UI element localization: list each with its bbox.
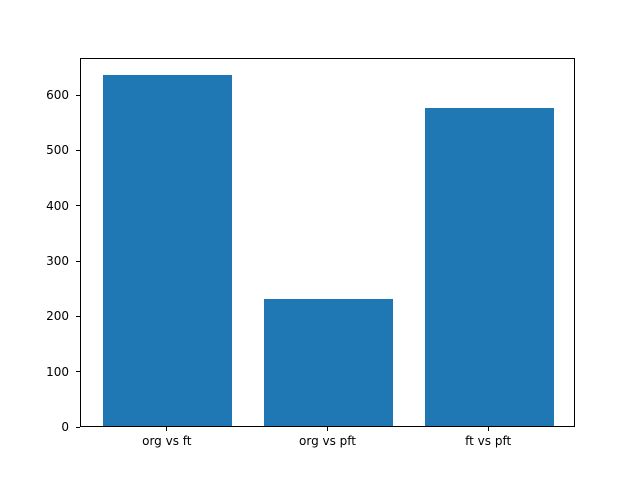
x-tick-label-org-vs-pft: org vs pft [299, 434, 356, 448]
plot-area [80, 58, 575, 427]
x-tick-mark [487, 427, 489, 431]
y-tick-mark [76, 94, 80, 96]
y-tick-label: 400 [46, 198, 69, 213]
bar-org-vs-pft [264, 298, 393, 426]
y-tick-label: 100 [46, 364, 69, 379]
bar-ft-vs-pft [424, 107, 554, 426]
y-tick-mark [76, 315, 80, 317]
y-tick-mark [76, 149, 80, 151]
y-tick-mark [76, 260, 80, 262]
y-tick-label: 300 [46, 254, 69, 269]
y-tick-mark [76, 371, 80, 373]
y-tick-label: 0 [61, 420, 69, 434]
y-tick-mark [76, 426, 80, 428]
x-tick-label-org-vs-ft: org vs ft [142, 434, 192, 448]
y-tick-label: 200 [46, 309, 69, 324]
y-tick-mark [76, 205, 80, 207]
x-tick-label-ft-vs-pft: ft vs pft [465, 434, 512, 448]
x-tick-mark [327, 427, 328, 431]
y-tick-label: 500 [46, 143, 69, 158]
bar-org-vs-ft [103, 74, 233, 426]
x-tick-mark [166, 427, 168, 431]
y-tick-label: 600 [46, 88, 69, 103]
